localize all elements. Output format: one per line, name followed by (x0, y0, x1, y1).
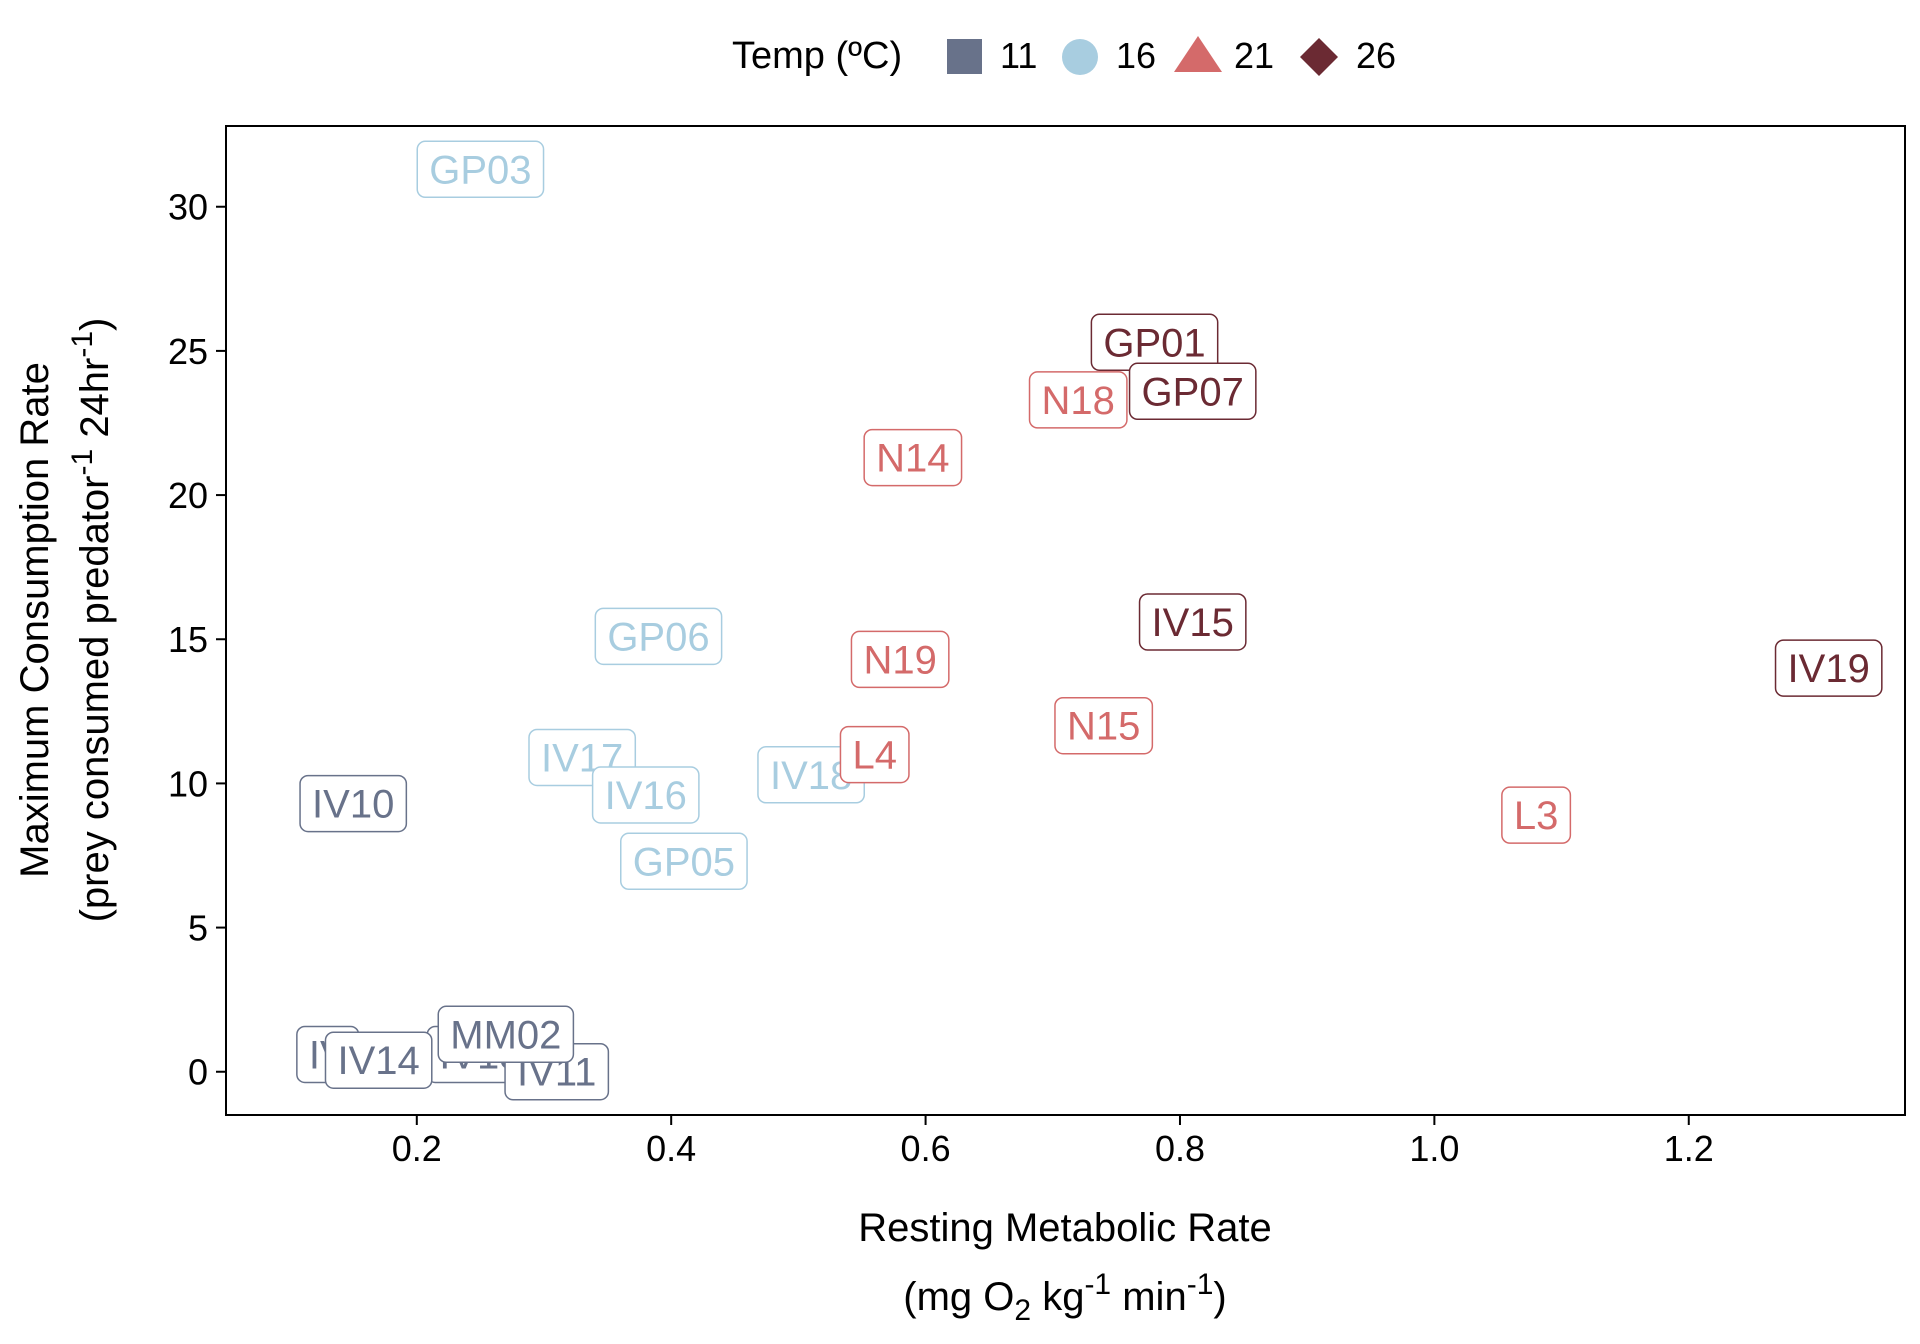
y-tick-label: 10 (168, 763, 208, 804)
data-point-label: L3 (1501, 786, 1572, 844)
x-axis: 0.2 0.4 0.6 0.8 1.0 1.2 (392, 1115, 1714, 1169)
x-tick-label: 1.2 (1664, 1128, 1714, 1169)
label-box (299, 774, 408, 833)
label-box (1128, 362, 1257, 421)
label-box (1774, 639, 1883, 697)
y-axis-title: Maximum Consumption Rate (13, 362, 57, 878)
y-axis-unit-label: (prey consumed predator-1 24hr-1) (66, 318, 117, 923)
legend-label-21: 21 (1234, 35, 1274, 76)
point-label-text: IV15 (1152, 601, 1234, 645)
y-tick-label: 25 (168, 331, 208, 372)
data-point-label: GP07 (1128, 362, 1257, 421)
y-tick-label: 0 (188, 1052, 208, 1093)
legend-title: Temp (ºC) (732, 35, 902, 77)
data-point-label: GP06 (594, 607, 723, 666)
label-box (850, 630, 950, 689)
data-point-label: L4 (839, 725, 910, 784)
data-labels: IV10IVIV13IV11MM02IV14GP03GP06IV17IV16IV… (296, 140, 1883, 1101)
y-tick-label: 20 (168, 475, 208, 516)
legend-diamond-icon (1300, 38, 1338, 76)
data-point-label: IV18 (757, 746, 866, 804)
point-label-text: N19 (863, 638, 936, 682)
point-label-text: IV14 (337, 1039, 419, 1083)
legend-label-26: 26 (1356, 35, 1396, 76)
data-point-label: IV19 (1774, 639, 1883, 697)
y-tick-label: 5 (188, 908, 208, 949)
data-point-label: GP01 (1090, 313, 1219, 372)
data-point-label: GP03 (416, 140, 545, 199)
point-label-text: GP01 (1103, 321, 1205, 365)
x-tick-label: 0.6 (901, 1128, 951, 1169)
x-axis-unit-label: (mg O2 kg-1 min-1) (903, 1268, 1226, 1327)
point-label-text: IV10 (312, 783, 394, 827)
label-box (1501, 786, 1572, 844)
point-label-text: IV18 (770, 754, 852, 798)
legend-label-16: 16 (1116, 35, 1156, 76)
legend-triangle-icon (1174, 36, 1222, 72)
label-box (1028, 371, 1128, 429)
point-label-text: N14 (876, 437, 949, 481)
data-point-label: N15 (1054, 696, 1154, 755)
point-label-text: GP07 (1142, 370, 1244, 414)
data-point-label: IV16 (591, 766, 700, 824)
point-label-text: GP05 (633, 840, 735, 884)
label-box (1138, 593, 1247, 651)
x-axis-title: Resting Metabolic Rate (858, 1206, 1272, 1250)
x-tick-label: 0.2 (392, 1128, 442, 1169)
label-box (416, 140, 545, 199)
data-point-label: N19 (850, 630, 950, 689)
label-box (591, 766, 700, 824)
label-box (594, 607, 723, 666)
x-tick-label: 0.8 (1155, 1128, 1205, 1169)
y-tick-label: 30 (168, 187, 208, 228)
point-label-text: GP03 (429, 148, 531, 192)
label-box (620, 832, 748, 891)
point-label-text: IV16 (605, 774, 687, 818)
x-tick-label: 0.4 (646, 1128, 696, 1169)
data-point-label: IV14 (324, 1031, 433, 1089)
legend-circle-icon (1062, 39, 1098, 75)
legend-label-11: 11 (1000, 35, 1037, 76)
data-point-label: N18 (1028, 371, 1128, 429)
data-point-label: IV15 (1138, 593, 1247, 651)
point-label-text: L3 (1514, 794, 1559, 838)
data-point-label: N14 (863, 428, 963, 487)
data-point-label: IV10 (299, 774, 408, 833)
label-box (839, 725, 910, 784)
data-point-label: MM02 (437, 1005, 575, 1064)
point-label-text: N15 (1067, 705, 1140, 749)
point-label-text: IV19 (1788, 647, 1870, 691)
plot-panel (225, 125, 1906, 1116)
x-tick-label: 1.0 (1409, 1128, 1459, 1169)
label-box (863, 428, 963, 487)
label-box (437, 1005, 575, 1064)
y-axis: 0 5 10 15 20 25 30 (168, 187, 226, 1093)
point-label-text: GP06 (607, 615, 709, 659)
y-tick-label: 15 (168, 619, 208, 660)
label-box (1054, 696, 1154, 755)
point-label-text: N18 (1042, 379, 1115, 423)
legend: Temp (ºC) 11 16 21 26 (732, 35, 1396, 77)
data-point-label: GP05 (620, 832, 748, 891)
point-label-text: L4 (852, 734, 897, 778)
label-box (324, 1031, 433, 1089)
legend-square-icon (947, 39, 982, 74)
point-label-text: MM02 (450, 1013, 561, 1057)
